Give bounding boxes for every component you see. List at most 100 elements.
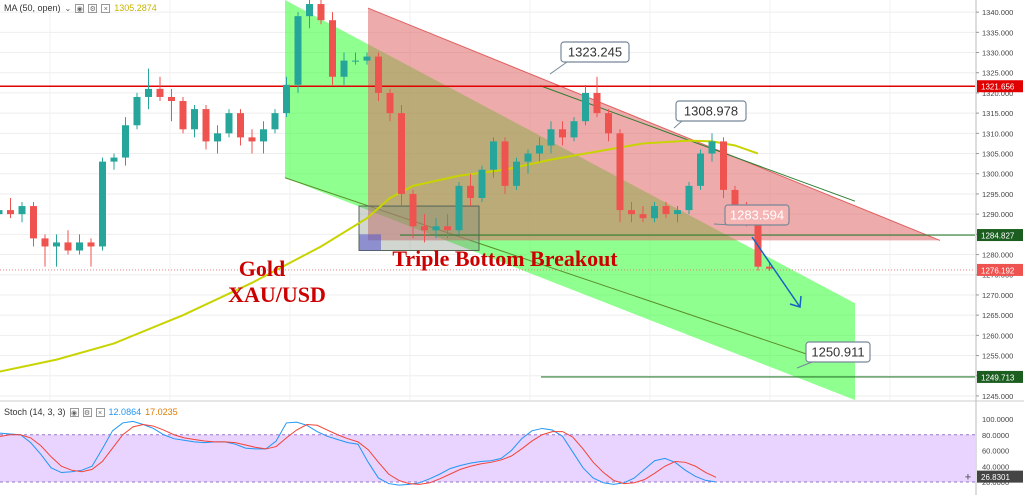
stoch-d-line: [0, 424, 717, 485]
settings-icon[interactable]: ⚙: [88, 3, 98, 13]
candle-body: [593, 92, 601, 114]
candle-body: [639, 214, 647, 219]
candle-body: [294, 16, 302, 85]
candle-body: [375, 56, 382, 93]
channel-upper-line: [539, 85, 856, 202]
candle: [513, 157, 520, 190]
stoch-tick-label: 60.0000: [982, 447, 1009, 456]
candle-body: [490, 141, 497, 170]
candle-body: [444, 226, 451, 231]
horizontal-levels: [0, 85, 975, 378]
settings-icon[interactable]: ⚙: [82, 407, 92, 417]
close-icon[interactable]: ×: [95, 407, 105, 417]
candle: [329, 12, 336, 85]
callout-label: 1323.245: [568, 45, 622, 60]
candle: [720, 137, 727, 198]
candle: [41, 234, 49, 267]
price-callout: 1308.978: [673, 100, 747, 129]
candle: [76, 234, 83, 255]
callout-label: 1250.911: [811, 345, 864, 360]
pattern-fills: [284, 0, 941, 400]
candle: [685, 181, 693, 215]
y-tick-label: 1315.000: [982, 109, 1013, 118]
candle: [444, 214, 451, 239]
candle-body: [662, 206, 670, 215]
candle-body: [421, 226, 428, 231]
candle: [432, 218, 440, 239]
candlesticks[interactable]: [0, 0, 773, 271]
candle: [317, 0, 325, 25]
candle-body: [559, 129, 566, 138]
candle-body: [110, 157, 118, 162]
candle: [375, 52, 382, 102]
candle: [99, 157, 106, 251]
candle: [214, 125, 221, 154]
candle-body: [87, 242, 95, 247]
candle-body: [122, 125, 129, 158]
candle-body: [53, 242, 60, 247]
candle-body: [145, 88, 152, 97]
candle: [340, 52, 348, 85]
candle: [582, 84, 589, 126]
candle-body: [237, 113, 244, 138]
candle: [87, 238, 95, 267]
candle-body: [179, 101, 187, 130]
candle: [283, 76, 290, 118]
candle: [628, 202, 635, 223]
y-tick-label: 1280.000: [982, 251, 1013, 260]
candle-body: [398, 113, 405, 194]
y-tick-label: 1300.000: [982, 170, 1013, 179]
y-tick-label: 1270.000: [982, 291, 1013, 300]
target-price-tag-bg: [977, 370, 1023, 383]
candle: [260, 121, 267, 154]
candle: [570, 117, 578, 142]
candle-body: [409, 193, 417, 227]
candle: [202, 105, 210, 150]
candle: [662, 202, 670, 219]
stoch-indicator-header: Stoch (14, 3, 3) ◉ ⚙ × 12.0864 17.0235: [4, 405, 178, 419]
candle: [478, 165, 486, 203]
resistance-price-tag: 1321.656: [981, 83, 1015, 92]
eye-icon[interactable]: ◉: [75, 3, 85, 13]
candle-body: [386, 92, 394, 114]
candle-body: [283, 84, 290, 114]
candle-body: [524, 153, 532, 162]
callout-label: 1308.978: [684, 104, 738, 119]
y-tick-label: 1305.000: [982, 150, 1013, 159]
candle-body: [582, 92, 589, 122]
candle-body: [76, 242, 83, 251]
candle-body: [271, 113, 279, 130]
close-icon[interactable]: ×: [101, 3, 111, 13]
candle-body: [18, 206, 26, 215]
eye-icon[interactable]: ◉: [69, 407, 79, 417]
candle: [651, 202, 658, 223]
stoch-d-value: 17.0235: [145, 407, 178, 417]
candle-body: [570, 121, 578, 138]
candle-body: [225, 113, 233, 134]
stoch-indicator-name[interactable]: Stoch (14, 3, 3): [4, 407, 66, 417]
candle-body: [754, 218, 762, 267]
indicator-name[interactable]: MA (50, open): [4, 3, 61, 13]
candle: [398, 105, 405, 207]
callout-box: [805, 341, 871, 363]
candle: [536, 137, 543, 162]
candle-body: [248, 137, 256, 142]
candle: [145, 68, 152, 110]
pattern-label: Triple Bottom Breakout: [392, 246, 618, 271]
stoch-current-tag-bg: [977, 470, 1023, 483]
candle-body: [202, 109, 210, 142]
candle-body: [651, 206, 658, 219]
candle-body: [697, 153, 704, 186]
stoch-band: [0, 434, 975, 482]
callout-box: [724, 204, 790, 226]
candle: [593, 76, 601, 118]
chevron-down-icon[interactable]: ⌄: [64, 3, 72, 13]
candle-body: [340, 60, 348, 77]
candle: [179, 96, 187, 134]
candle: [616, 129, 624, 223]
y-tick-label: 1295.000: [982, 190, 1013, 199]
callout-leader: [796, 361, 813, 369]
candle: [766, 262, 773, 271]
candle-body: [467, 185, 474, 198]
